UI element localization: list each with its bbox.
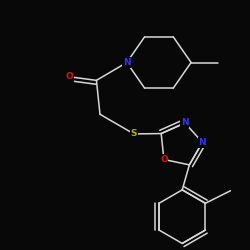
Text: O: O bbox=[66, 72, 74, 81]
Text: N: N bbox=[181, 118, 189, 128]
Text: O: O bbox=[160, 155, 168, 164]
Text: N: N bbox=[198, 138, 206, 147]
Text: S: S bbox=[131, 130, 137, 138]
Text: N: N bbox=[123, 58, 130, 67]
